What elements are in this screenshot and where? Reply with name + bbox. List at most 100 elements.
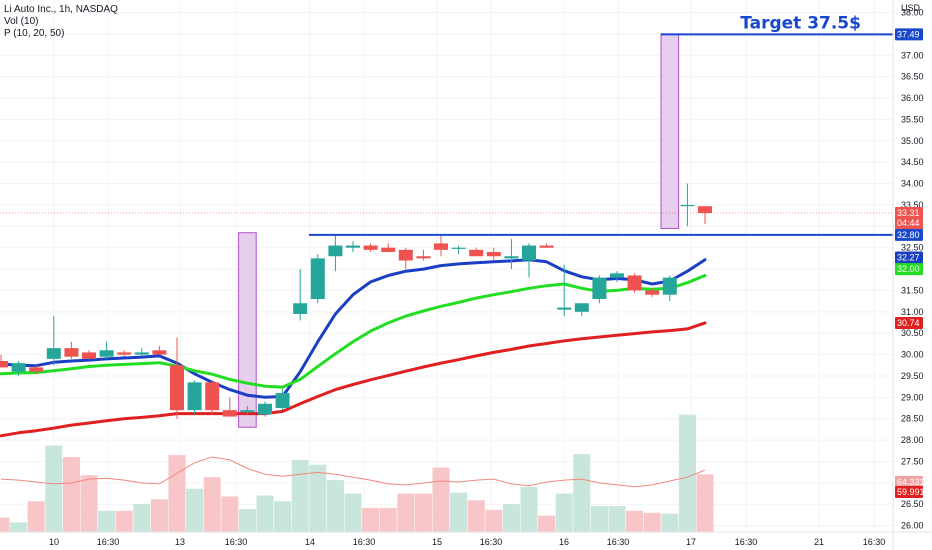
volume-bar — [485, 509, 503, 532]
candle-body — [222, 410, 237, 417]
candle-body — [680, 204, 695, 207]
candle-body — [539, 245, 554, 248]
y-tick-label: 34.00 — [901, 179, 924, 189]
highlight-box — [238, 232, 257, 428]
ma-value-tag-bg — [895, 263, 923, 276]
volume-bar — [661, 513, 679, 532]
volume-bar — [502, 504, 520, 532]
candle-body — [310, 258, 325, 299]
y-tick-label: 33.50 — [901, 200, 924, 210]
level-lines[interactable]: Target 37.5$ — [0, 13, 893, 236]
level-tag: 32.80 — [897, 230, 920, 240]
x-tick-label: 16:30 — [735, 537, 758, 547]
candle-body — [698, 206, 712, 214]
ma-line — [0, 258, 707, 399]
y-tick-label: 35.00 — [901, 136, 924, 146]
candle-body — [64, 348, 79, 357]
candle-body — [486, 251, 501, 257]
candle-body — [434, 243, 448, 250]
current-price-tag-bg — [895, 207, 923, 230]
volume-pane — [0, 414, 714, 532]
x-tick-label: 16:30 — [607, 537, 630, 547]
candle-body — [662, 277, 677, 295]
x-tick-label: 16:30 — [97, 537, 120, 547]
volume-bar — [626, 510, 644, 532]
indicator-legend[interactable]: P (10, 20, 50) — [4, 28, 65, 39]
y-tick-label: 38.00 — [901, 8, 924, 18]
volume-bar — [45, 445, 63, 532]
volume-bar — [379, 507, 397, 532]
x-tick-label: 16:30 — [480, 537, 503, 547]
x-tick-label: 14 — [305, 537, 315, 547]
candle-body — [469, 249, 484, 257]
volume-tag: 59.991K — [897, 487, 931, 497]
y-tick-label: 28.00 — [901, 435, 924, 445]
volume-tag-bg — [895, 486, 923, 498]
candle-body — [275, 393, 290, 409]
target-annotation: Target 37.5$ — [740, 13, 861, 33]
volume-bar — [256, 495, 274, 532]
candle-body — [152, 350, 167, 355]
level-tag-bg — [895, 228, 923, 241]
volume-bar — [238, 508, 256, 532]
candles — [0, 183, 712, 419]
symbol-title[interactable]: Li Auto Inc., 1h, NASDAQ — [4, 4, 118, 15]
level-tag: 37.49 — [897, 29, 920, 39]
volume-bar — [678, 414, 696, 532]
candle-body — [11, 363, 26, 372]
volume-bar — [643, 512, 661, 532]
candle-body — [170, 365, 184, 411]
volume-legend[interactable]: Vol (10) — [4, 16, 39, 27]
volume-bar — [186, 488, 204, 532]
volume-bar — [309, 464, 327, 532]
volume-bar — [274, 501, 292, 532]
highlight-boxes — [238, 33, 680, 428]
x-tick-label: 13 — [175, 537, 185, 547]
candle-body — [645, 290, 660, 295]
candle-body — [522, 245, 536, 261]
volume-bar — [414, 493, 432, 532]
candle-body — [205, 382, 220, 411]
candle-body — [258, 403, 272, 415]
candle-body — [592, 277, 607, 299]
volume-bar — [696, 474, 714, 532]
candle-body — [610, 273, 624, 278]
volume-bar — [0, 517, 10, 532]
time-axis[interactable]: 10 16:30 13 16:30 14 16:30 15 16:30 16 16:30 17 16:… — [0, 531, 932, 547]
y-tick-label: 30.50 — [901, 328, 924, 338]
price-axis[interactable]: 26.0026.5027.0027.5028.0028.5029.0029.50… — [892, 0, 924, 550]
x-tick-label: 15 — [432, 537, 442, 547]
y-tick-label: 31.00 — [901, 307, 924, 317]
x-tick-label: 16 — [559, 537, 569, 547]
candle-body — [451, 247, 466, 249]
y-tick-label: 32.50 — [901, 243, 924, 253]
x-tick-label: 21 — [814, 537, 824, 547]
volume-bar — [62, 457, 80, 532]
candle-body — [134, 352, 149, 355]
ma-value-tag: 32.27 — [897, 253, 920, 263]
y-tick-label: 30.00 — [901, 350, 924, 360]
countdown-tag: 04:44 — [897, 218, 920, 228]
ma-value-tag-bg — [895, 251, 923, 264]
volume-bar — [362, 507, 380, 532]
volume-bar — [98, 510, 116, 532]
volume-bar — [608, 506, 626, 532]
y-tick-label: 36.50 — [901, 72, 924, 82]
candle-body — [117, 352, 132, 355]
candle-body — [328, 245, 343, 257]
ma-value-tag: 30.74 — [897, 318, 920, 328]
volume-bar — [115, 510, 133, 532]
y-tick-label: 34.50 — [901, 157, 924, 167]
volume-bar — [538, 515, 556, 532]
y-tick-label: 26.00 — [901, 521, 924, 531]
chart-legend: Li Auto Inc., 1h, NASDAQ Vol (10) P (10,… — [4, 4, 118, 40]
ma-value-tag-bg — [895, 316, 923, 329]
x-tick-label: 16:30 — [353, 537, 376, 547]
candle-body — [363, 245, 378, 250]
volume-bar — [467, 500, 485, 532]
y-tick-label: 31.50 — [901, 285, 924, 295]
volume-ma-tag-bg — [895, 476, 923, 488]
currency-label: USD — [901, 3, 921, 13]
